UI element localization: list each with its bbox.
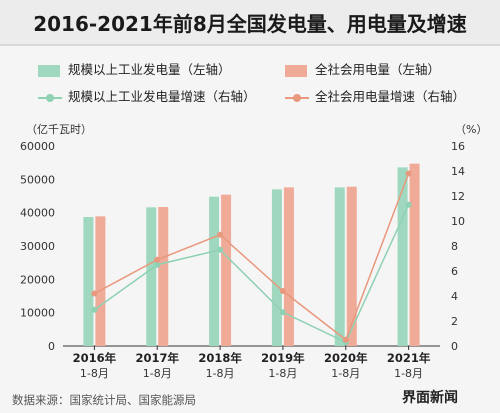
x-tick-label-period: 1-8月 xyxy=(206,367,235,380)
x-tick-label-period: 1-8月 xyxy=(143,367,172,380)
point-generation-growth xyxy=(405,201,412,208)
legend-swatch-consumption xyxy=(285,65,307,77)
bar-consumption xyxy=(409,163,420,346)
bar-consumption xyxy=(346,186,357,346)
right-tick-label: 4 xyxy=(451,290,458,303)
legend-dot-consumption-growth xyxy=(293,94,301,102)
left-tick-label: 20000 xyxy=(20,273,55,286)
point-consumption-growth xyxy=(342,336,349,343)
point-generation-growth xyxy=(217,246,224,253)
left-tick-label: 30000 xyxy=(20,240,55,253)
legend-dot-generation-growth xyxy=(46,94,54,102)
left-tick-label: 0 xyxy=(48,340,55,353)
left-tick-label: 40000 xyxy=(20,207,55,220)
bar-generation xyxy=(146,207,157,346)
point-consumption-growth xyxy=(154,256,161,263)
legend-label-consumption: 全社会用电量（左轴） xyxy=(315,62,441,77)
bar-consumption xyxy=(158,207,169,346)
legend-label-generation: 规模以上工业发电量（左轴） xyxy=(68,62,231,77)
x-tick-label-year: 2020年 xyxy=(324,351,368,365)
right-tick-label: 6 xyxy=(451,265,458,278)
right-axis-unit: （%） xyxy=(455,123,487,136)
point-consumption-growth xyxy=(279,288,286,294)
bar-consumption xyxy=(221,194,232,346)
x-tick-label-year: 2017年 xyxy=(135,351,179,365)
x-tick-label-year: 2019年 xyxy=(261,351,305,365)
x-tick-label-year: 2021年 xyxy=(387,351,431,365)
point-generation-growth xyxy=(91,306,98,313)
source-note: 数据来源：国家统计局、国家能源局 xyxy=(12,393,196,407)
left-tick-label: 50000 xyxy=(20,173,55,186)
right-tick-label: 12 xyxy=(451,190,465,203)
brand-mark: 界面新闻 xyxy=(402,390,458,406)
right-tick-label: 0 xyxy=(451,340,458,353)
right-tick-label: 10 xyxy=(451,215,465,228)
x-tick-label-year: 2016年 xyxy=(73,351,117,365)
legend-label-generation-growth: 规模以上工业发电量增速（右轴） xyxy=(68,89,256,104)
right-tick-label: 2 xyxy=(451,315,458,328)
bar-generation xyxy=(83,217,94,346)
point-consumption-growth xyxy=(91,290,98,297)
left-axis-unit: （亿千瓦时） xyxy=(26,123,92,136)
legend-swatch-generation xyxy=(38,65,60,77)
x-tick-label-period: 1-8月 xyxy=(80,367,109,380)
x-tick-label-period: 1-8月 xyxy=(268,367,297,380)
point-generation-growth xyxy=(154,261,161,268)
x-tick-label-period: 1-8月 xyxy=(394,367,423,380)
right-tick-label: 8 xyxy=(451,240,458,253)
x-tick-label-year: 2018年 xyxy=(198,351,242,365)
point-consumption-growth xyxy=(405,170,412,177)
point-generation-growth xyxy=(279,309,286,316)
legend-label-consumption-growth: 全社会用电量增速（右轴） xyxy=(315,89,466,104)
line-generation-growth xyxy=(93,204,410,344)
right-tick-label: 16 xyxy=(451,140,465,153)
left-tick-label: 60000 xyxy=(20,140,55,153)
bar-generation xyxy=(271,189,282,346)
chart-title: 2016-2021年前8月全国发电量、用电量及增速 xyxy=(33,12,467,36)
bar-consumption xyxy=(95,216,106,346)
line-consumption-growth xyxy=(94,173,410,341)
bar-generation xyxy=(209,196,220,346)
bar-generation xyxy=(334,187,345,346)
bar-consumption xyxy=(283,187,294,346)
title-band xyxy=(0,0,500,46)
point-consumption-growth xyxy=(217,231,224,238)
left-tick-label: 10000 xyxy=(20,307,55,320)
right-tick-label: 14 xyxy=(451,165,465,178)
x-tick-label-period: 1-8月 xyxy=(331,367,360,380)
bar-generation xyxy=(397,167,408,346)
